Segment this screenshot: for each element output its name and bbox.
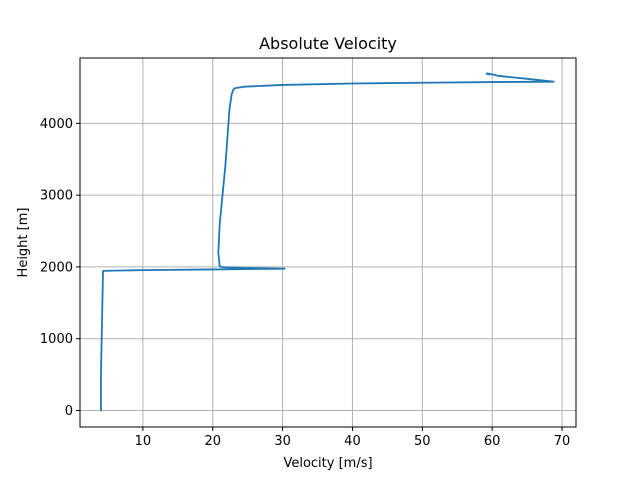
velocity-series-line — [100, 72, 555, 412]
x-tick-label: 60 — [484, 434, 501, 449]
plot-area-frame — [79, 57, 577, 428]
y-tick-label: 4000 — [40, 117, 73, 132]
x-tick-label: 70 — [554, 434, 571, 449]
grid-lines — [80, 58, 576, 427]
y-tick-label: 1000 — [40, 332, 73, 347]
y-axis-label: Height [m] — [16, 208, 31, 278]
axis-ticks: 10 20 30 40 50 60 70 0 1000 2000 3000 4000 — [40, 117, 570, 449]
x-axis-label: Velocity [m/s] — [283, 456, 372, 471]
x-tick-label: 10 — [135, 434, 152, 449]
chart-title: Absolute Velocity — [259, 34, 397, 53]
y-tick-label: 2000 — [40, 260, 73, 275]
x-tick-label: 20 — [204, 434, 221, 449]
x-tick-label: 40 — [344, 434, 361, 449]
x-tick-label: 30 — [274, 434, 291, 449]
y-tick-label: 3000 — [40, 189, 73, 204]
y-tick-label: 0 — [65, 404, 73, 419]
x-tick-label: 50 — [414, 434, 431, 449]
